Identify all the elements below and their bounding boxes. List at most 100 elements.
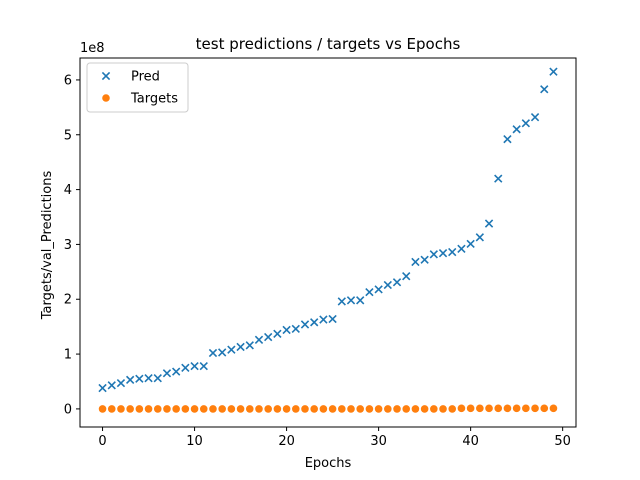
targets-point xyxy=(172,405,180,413)
targets-point xyxy=(485,404,493,413)
pred-point xyxy=(162,369,172,378)
targets-point xyxy=(199,405,208,413)
pred-point xyxy=(448,247,457,257)
pred-point xyxy=(291,324,300,334)
targets-point xyxy=(411,405,420,413)
pred-point xyxy=(503,134,512,144)
pred-point xyxy=(420,255,429,264)
legend-marker-pred xyxy=(101,71,111,81)
pred-point xyxy=(512,125,521,134)
pred-point xyxy=(273,329,282,338)
pred-point xyxy=(346,296,356,305)
targets-point xyxy=(255,405,263,413)
targets-point xyxy=(301,405,309,413)
y-tick-label: 1 xyxy=(64,348,72,363)
targets-point xyxy=(420,405,429,413)
chart-title: test predictions / targets vs Epochs xyxy=(196,35,461,53)
pred-point xyxy=(374,285,383,294)
targets-point xyxy=(310,405,318,413)
pred-point xyxy=(236,342,245,352)
pred-point xyxy=(310,318,319,327)
targets-point xyxy=(393,405,401,413)
pred-point xyxy=(218,348,227,357)
y-axis-label: Targets/val_Predictions xyxy=(40,171,55,321)
pred-point xyxy=(438,249,448,258)
targets-point xyxy=(448,405,457,413)
pred-point xyxy=(494,174,503,183)
pred-point xyxy=(530,113,540,122)
targets-point xyxy=(540,404,549,413)
pred-point xyxy=(365,287,374,297)
x-tick-label: 0 xyxy=(98,434,106,449)
targets-point xyxy=(227,405,236,413)
x-tick-label: 20 xyxy=(278,434,295,449)
targets-point xyxy=(282,405,291,413)
x-tick-label: 40 xyxy=(462,434,479,449)
x-axis-label: Epochs xyxy=(305,456,352,471)
targets-point xyxy=(135,405,144,413)
pred-point xyxy=(319,315,328,324)
targets-point xyxy=(430,405,438,413)
plot-area-frame xyxy=(79,57,577,428)
legend: Pred Targets xyxy=(86,62,189,113)
pred-point xyxy=(153,374,162,383)
y-tick-label: 2 xyxy=(64,293,72,308)
targets-point xyxy=(522,404,530,413)
pred-point xyxy=(466,239,475,249)
targets-point xyxy=(190,405,199,413)
pred-point xyxy=(540,85,549,94)
series-targets xyxy=(98,404,558,413)
y-tick-label: 6 xyxy=(64,73,72,88)
legend-marker-targets xyxy=(102,94,110,102)
pred-point xyxy=(549,67,558,76)
pred-point xyxy=(135,374,144,383)
y-tick-label: 4 xyxy=(64,183,72,198)
targets-point xyxy=(476,404,484,413)
pred-point xyxy=(181,363,190,372)
pred-point xyxy=(300,320,310,329)
pred-point xyxy=(402,272,411,281)
targets-point xyxy=(365,405,374,413)
legend-frame xyxy=(86,62,189,113)
targets-point xyxy=(374,405,383,413)
pred-point xyxy=(383,280,392,290)
targets-point xyxy=(503,404,512,413)
pred-point xyxy=(116,378,126,388)
pred-point xyxy=(484,219,494,228)
pred-point xyxy=(254,335,264,344)
targets-point xyxy=(338,405,346,413)
targets-point xyxy=(328,405,337,413)
y-tick-label: 3 xyxy=(64,238,72,253)
x-tick-label: 10 xyxy=(186,434,203,449)
targets-point xyxy=(439,405,447,413)
pred-point xyxy=(125,375,135,385)
pred-point xyxy=(171,367,181,376)
pred-point xyxy=(245,341,254,350)
series-pred xyxy=(98,67,558,393)
pred-point xyxy=(475,233,485,242)
targets-point xyxy=(181,405,190,413)
targets-point xyxy=(144,405,153,413)
targets-point xyxy=(466,404,475,413)
pred-point xyxy=(392,278,402,287)
targets-point xyxy=(264,405,272,413)
targets-point xyxy=(163,405,171,413)
targets-point xyxy=(512,404,521,413)
pred-point xyxy=(190,361,199,371)
targets-point xyxy=(209,405,217,413)
targets-point xyxy=(494,404,503,413)
targets-point xyxy=(549,404,558,413)
pred-point xyxy=(208,348,218,358)
targets-point xyxy=(273,405,282,413)
targets-point xyxy=(319,405,328,413)
pred-point xyxy=(282,325,291,335)
pred-point xyxy=(337,297,346,306)
pred-point xyxy=(521,119,531,128)
legend-label-targets: Targets xyxy=(130,92,178,107)
pred-point xyxy=(328,314,337,324)
pred-point xyxy=(457,244,466,253)
y-tick-label: 0 xyxy=(64,402,72,417)
pred-point xyxy=(199,361,208,371)
pred-point xyxy=(107,381,116,390)
